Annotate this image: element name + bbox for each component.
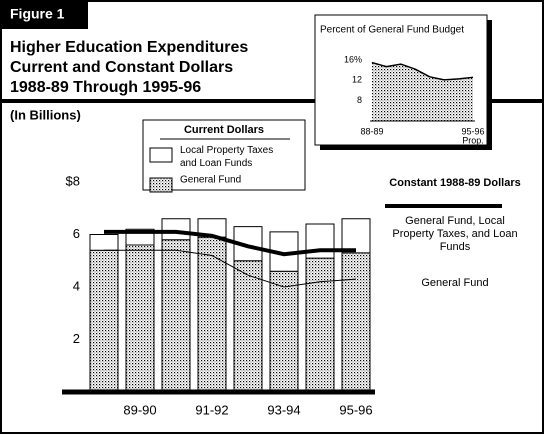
inset-x-tick-label: 88-89 [360,126,383,136]
chart-title: Current and Constant Dollars [10,59,233,76]
bar [161,218,191,241]
bar [89,234,119,251]
inset-x-tick-label: 95-96 [461,126,484,136]
x-tick-label: 89-90 [123,402,156,417]
inset-y-tick-label: 16% [344,54,362,64]
chart-title: 1988-89 Through 1995-96 [10,79,201,96]
inset-y-tick-label: 8 [357,95,362,105]
legend-label: General Fund [421,277,488,289]
figure-badge [0,0,88,29]
bar [341,252,371,393]
inset-y-tick-label: 12 [352,75,362,85]
x-tick-label: 91-92 [195,402,228,417]
y-tick-label: 2 [73,331,80,346]
legend-label: General Fund [180,175,241,186]
inset-x-note: Prop. [462,135,484,145]
x-tick-label: 93-94 [267,402,300,417]
y-tick-label: 6 [73,226,80,241]
legend-swatch [149,177,173,193]
figure-label: Figure 1 [10,6,65,22]
x-tick-label: 95-96 [339,402,372,417]
bar [233,260,263,393]
y-tick-label: 4 [73,278,80,293]
chart-subtitle: (In Billions) [10,107,81,122]
bar [125,244,155,393]
plot: 2 4 6 $8 89-90 91-92 93-94 95-96 [62,173,375,417]
area-line [371,61,474,81]
legend-swatch [149,147,173,163]
legend-title: Constant 1988-89 Dollars [389,177,520,189]
area-fill [372,62,473,121]
line [104,249,357,288]
legend-label: Local Property Taxes and Loan Funds [180,145,273,169]
bar [89,249,119,393]
bar [269,270,299,393]
line [104,229,356,257]
chart-title: Higher Education Expenditures [10,39,248,56]
bar [197,236,227,393]
bar [161,239,191,393]
bar [341,218,371,254]
legend-title: Current Dollars [184,124,264,136]
inset-title: Percent of General Fund Budget [320,25,464,36]
y-tick-label: $8 [66,173,80,188]
bar [305,257,335,393]
legend-label: General Fund, Local Property Taxes, and L… [392,215,517,253]
